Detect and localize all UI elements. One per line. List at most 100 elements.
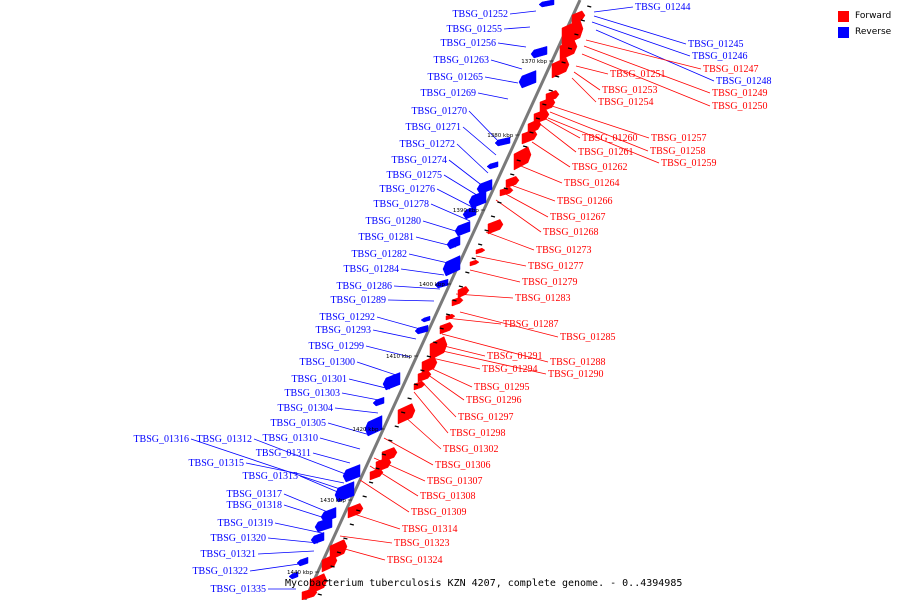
gene-label-tbsg-01319[interactable]: TBSG_01319 xyxy=(217,518,273,529)
gene-label-tbsg-01296[interactable]: TBSG_01296 xyxy=(466,395,522,406)
gene-label-tbsg-01264[interactable]: TBSG_01264 xyxy=(564,178,620,189)
gene-label-tbsg-01309[interactable]: TBSG_01309 xyxy=(411,507,467,518)
gene-label-tbsg-01282[interactable]: TBSG_01282 xyxy=(351,249,407,260)
gene-label-tbsg-01291[interactable]: TBSG_01291 xyxy=(487,351,543,362)
gene-label-tbsg-01247[interactable]: TBSG_01247 xyxy=(703,64,759,75)
gene-label-tbsg-01292[interactable]: TBSG_01292 xyxy=(319,312,375,323)
gene-label-tbsg-01293[interactable]: TBSG_01293 xyxy=(315,325,371,336)
gene-label-tbsg-01278[interactable]: TBSG_01278 xyxy=(373,199,429,210)
gene-label-tbsg-01302[interactable]: TBSG_01302 xyxy=(443,444,499,455)
feature-tick xyxy=(587,5,592,8)
gene-label-tbsg-01257[interactable]: TBSG_01257 xyxy=(651,133,707,144)
gene-label-tbsg-01250[interactable]: TBSG_01250 xyxy=(712,101,768,112)
gene-label-tbsg-01311[interactable]: TBSG_01311 xyxy=(256,448,311,459)
gene-label-tbsg-01255[interactable]: TBSG_01255 xyxy=(446,24,502,35)
gene-label-tbsg-01271[interactable]: TBSG_01271 xyxy=(405,122,461,133)
gene-label-tbsg-01312[interactable]: TBSG_01312 xyxy=(196,434,252,445)
gene-label-tbsg-01252[interactable]: TBSG_01252 xyxy=(452,9,508,20)
gene-label-tbsg-01287[interactable]: TBSG_01287 xyxy=(503,319,559,330)
gene-label-tbsg-01315[interactable]: TBSG_01315 xyxy=(188,458,244,469)
gene-label-tbsg-01277[interactable]: TBSG_01277 xyxy=(528,261,584,272)
gene-label-tbsg-01307[interactable]: TBSG_01307 xyxy=(427,476,483,487)
gene-label-tbsg-01335[interactable]: TBSG_01335 xyxy=(210,584,266,595)
gene-label-tbsg-01306[interactable]: TBSG_01306 xyxy=(435,460,491,471)
gene-label-tbsg-01262[interactable]: TBSG_01262 xyxy=(572,162,628,173)
gene-label-tbsg-01283[interactable]: TBSG_01283 xyxy=(515,293,571,304)
gene-label-tbsg-01303[interactable]: TBSG_01303 xyxy=(284,388,340,399)
gene-label-tbsg-01268[interactable]: TBSG_01268 xyxy=(543,227,599,238)
reverse-gene xyxy=(434,278,449,289)
gene-label-tbsg-01317[interactable]: TBSG_01317 xyxy=(226,489,282,500)
gene-label-tbsg-01279[interactable]: TBSG_01279 xyxy=(522,277,578,288)
gene-label-tbsg-01270[interactable]: TBSG_01270 xyxy=(411,106,467,117)
connector-line xyxy=(503,26,531,30)
gene-label-tbsg-01298[interactable]: TBSG_01298 xyxy=(450,428,506,439)
gene-label-tbsg-01246[interactable]: TBSG_01246 xyxy=(692,51,748,62)
gene-label-tbsg-01300[interactable]: TBSG_01300 xyxy=(299,357,355,368)
gene-label-tbsg-01259[interactable]: TBSG_01259 xyxy=(661,158,717,169)
forward-gene xyxy=(475,247,486,255)
gene-label-tbsg-01249[interactable]: TBSG_01249 xyxy=(712,88,768,99)
gene-label-tbsg-01286[interactable]: TBSG_01286 xyxy=(336,281,392,292)
gene-label-tbsg-01260[interactable]: TBSG_01260 xyxy=(582,133,638,144)
gene-label-tbsg-01321[interactable]: TBSG_01321 xyxy=(200,549,256,560)
gene-label-tbsg-01256[interactable]: TBSG_01256 xyxy=(440,38,496,49)
gene-label-tbsg-01266[interactable]: TBSG_01266 xyxy=(557,196,613,207)
gene-label-tbsg-01244[interactable]: TBSG_01244 xyxy=(635,2,691,13)
gene-label-tbsg-01290[interactable]: TBSG_01290 xyxy=(548,369,604,380)
gene-label-tbsg-01322[interactable]: TBSG_01322 xyxy=(192,566,248,577)
forward-gene xyxy=(417,370,432,383)
connector-line xyxy=(436,188,477,210)
forward-gene xyxy=(347,503,364,519)
gene-label-tbsg-01316[interactable]: TBSG_01316 xyxy=(133,434,189,445)
gene-label-tbsg-01269[interactable]: TBSG_01269 xyxy=(420,88,476,99)
gene-label-tbsg-01272[interactable]: TBSG_01272 xyxy=(399,139,455,150)
gene-label-tbsg-01284[interactable]: TBSG_01284 xyxy=(343,264,399,275)
gene-label-tbsg-01289[interactable]: TBSG_01289 xyxy=(330,295,386,306)
gene-label-tbsg-01253[interactable]: TBSG_01253 xyxy=(602,85,658,96)
connector-line xyxy=(267,537,319,544)
reverse-gene xyxy=(296,556,309,567)
gene-label-tbsg-01320[interactable]: TBSG_01320 xyxy=(210,533,266,544)
gene-label-tbsg-01275[interactable]: TBSG_01275 xyxy=(386,170,442,181)
gene-label-tbsg-01288[interactable]: TBSG_01288 xyxy=(550,357,606,368)
feature-tick xyxy=(529,131,534,134)
forward-gene xyxy=(551,57,570,79)
reverse-gene xyxy=(420,315,431,323)
gene-label-tbsg-01323[interactable]: TBSG_01323 xyxy=(394,538,450,549)
gene-label-tbsg-01267[interactable]: TBSG_01267 xyxy=(550,212,606,223)
gene-label-tbsg-01258[interactable]: TBSG_01258 xyxy=(650,146,706,157)
forward-gene xyxy=(397,403,416,425)
gene-label-tbsg-01280[interactable]: TBSG_01280 xyxy=(365,216,421,227)
gene-label-tbsg-01248[interactable]: TBSG_01248 xyxy=(716,76,772,87)
gene-label-tbsg-01299[interactable]: TBSG_01299 xyxy=(308,341,364,352)
gene-label-tbsg-01324[interactable]: TBSG_01324 xyxy=(387,555,443,566)
gene-label-tbsg-01308[interactable]: TBSG_01308 xyxy=(420,491,476,502)
gene-label-tbsg-01295[interactable]: TBSG_01295 xyxy=(474,382,530,393)
gene-label-tbsg-01281[interactable]: TBSG_01281 xyxy=(358,232,414,243)
gene-label-tbsg-01263[interactable]: TBSG_01263 xyxy=(433,55,489,66)
gene-label-tbsg-01314[interactable]: TBSG_01314 xyxy=(402,524,458,535)
genome-caption: Mycobacterium tuberculosis KZN 4207, com… xyxy=(285,578,683,589)
gene-label-tbsg-01276[interactable]: TBSG_01276 xyxy=(379,184,435,195)
gene-label-tbsg-01273[interactable]: TBSG_01273 xyxy=(536,245,592,256)
connector-line xyxy=(593,15,687,45)
gene-label-tbsg-01301[interactable]: TBSG_01301 xyxy=(291,374,347,385)
gene-label-tbsg-01261[interactable]: TBSG_01261 xyxy=(578,147,634,158)
gene-label-tbsg-01251[interactable]: TBSG_01251 xyxy=(610,69,666,80)
connector-line xyxy=(462,126,497,156)
gene-label-tbsg-01318[interactable]: TBSG_01318 xyxy=(226,500,282,511)
gene-label-tbsg-01265[interactable]: TBSG_01265 xyxy=(427,72,483,83)
gene-label-tbsg-01310[interactable]: TBSG_01310 xyxy=(262,433,318,444)
reverse-gene xyxy=(288,571,299,580)
gene-label-tbsg-01305[interactable]: TBSG_01305 xyxy=(270,418,326,429)
gene-label-tbsg-01294[interactable]: TBSG_01294 xyxy=(482,364,538,375)
gene-label-tbsg-01313[interactable]: TBSG_01313 xyxy=(242,471,298,482)
gene-label-tbsg-01245[interactable]: TBSG_01245 xyxy=(688,39,744,50)
forward-gene xyxy=(513,146,532,171)
gene-label-tbsg-01254[interactable]: TBSG_01254 xyxy=(598,97,654,108)
gene-label-tbsg-01297[interactable]: TBSG_01297 xyxy=(458,412,514,423)
gene-label-tbsg-01274[interactable]: TBSG_01274 xyxy=(391,155,447,166)
gene-label-tbsg-01285[interactable]: TBSG_01285 xyxy=(560,332,616,343)
gene-label-tbsg-01304[interactable]: TBSG_01304 xyxy=(277,403,333,414)
